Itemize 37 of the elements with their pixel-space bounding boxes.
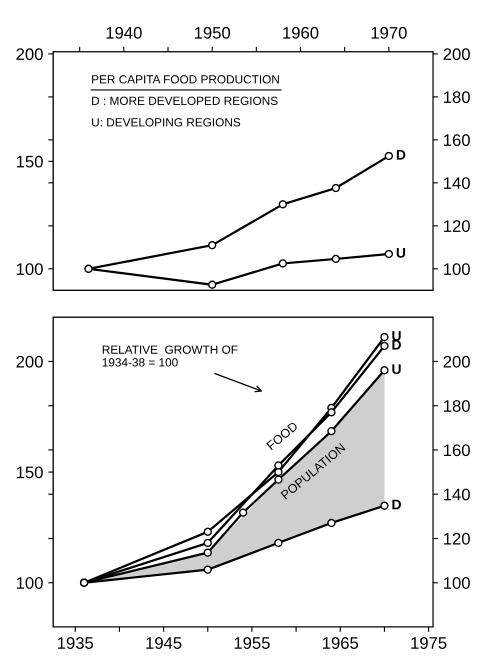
x-tick-label: 1935 [58, 637, 94, 649]
y2-tick-label: 100 [444, 577, 470, 589]
y2-tick-label: 200 [444, 48, 470, 60]
annotation: U: DEVELOPING REGIONS [92, 118, 240, 126]
y-tick-label: 200 [16, 48, 43, 60]
y2-tick-label: 140 [444, 177, 470, 190]
y2-tick-label: 200 [444, 356, 470, 368]
y2-tick-label: 140 [444, 488, 470, 500]
x-tick-label: 1965 [322, 637, 358, 649]
series-label: U [392, 331, 401, 341]
series-label: U [396, 248, 406, 258]
y2-tick-label: 160 [444, 444, 470, 456]
series-label: D [396, 150, 406, 160]
y2-tick-label: 180 [444, 400, 470, 412]
x-tick-label: 1955 [234, 637, 270, 649]
y-tick-label: 150 [16, 156, 43, 168]
x-tick-label: 1945 [146, 637, 182, 649]
y-tick-label: 150 [16, 466, 43, 478]
y2-tick-label: 100 [444, 263, 470, 276]
x-tick-label: 1975 [411, 637, 446, 649]
x-tick-label: 1940 [106, 26, 142, 39]
y2-tick-label: 120 [444, 220, 470, 232]
x-tick-label: 1960 [283, 26, 318, 39]
series-label: D [392, 340, 401, 350]
annotation: PER CAPITA FOOD PRODUCTION [92, 75, 279, 84]
x-tick-label: 1970 [372, 26, 407, 39]
y2-tick-label: 160 [444, 134, 470, 146]
series-label: D [392, 500, 401, 510]
annotation: D : MORE DEVELOPED REGIONS [92, 96, 278, 106]
y2-tick-label: 180 [444, 91, 470, 104]
x-tick-label: 1950 [194, 26, 230, 39]
annotation: RELATIVE GROWTH OF 1934-38 = 100 [102, 345, 238, 367]
series-label: U [392, 364, 401, 374]
y-tick-label: 200 [16, 356, 43, 368]
y-tick-label: 100 [16, 577, 43, 589]
y-tick-label: 100 [16, 263, 43, 276]
y2-tick-label: 120 [444, 532, 470, 545]
